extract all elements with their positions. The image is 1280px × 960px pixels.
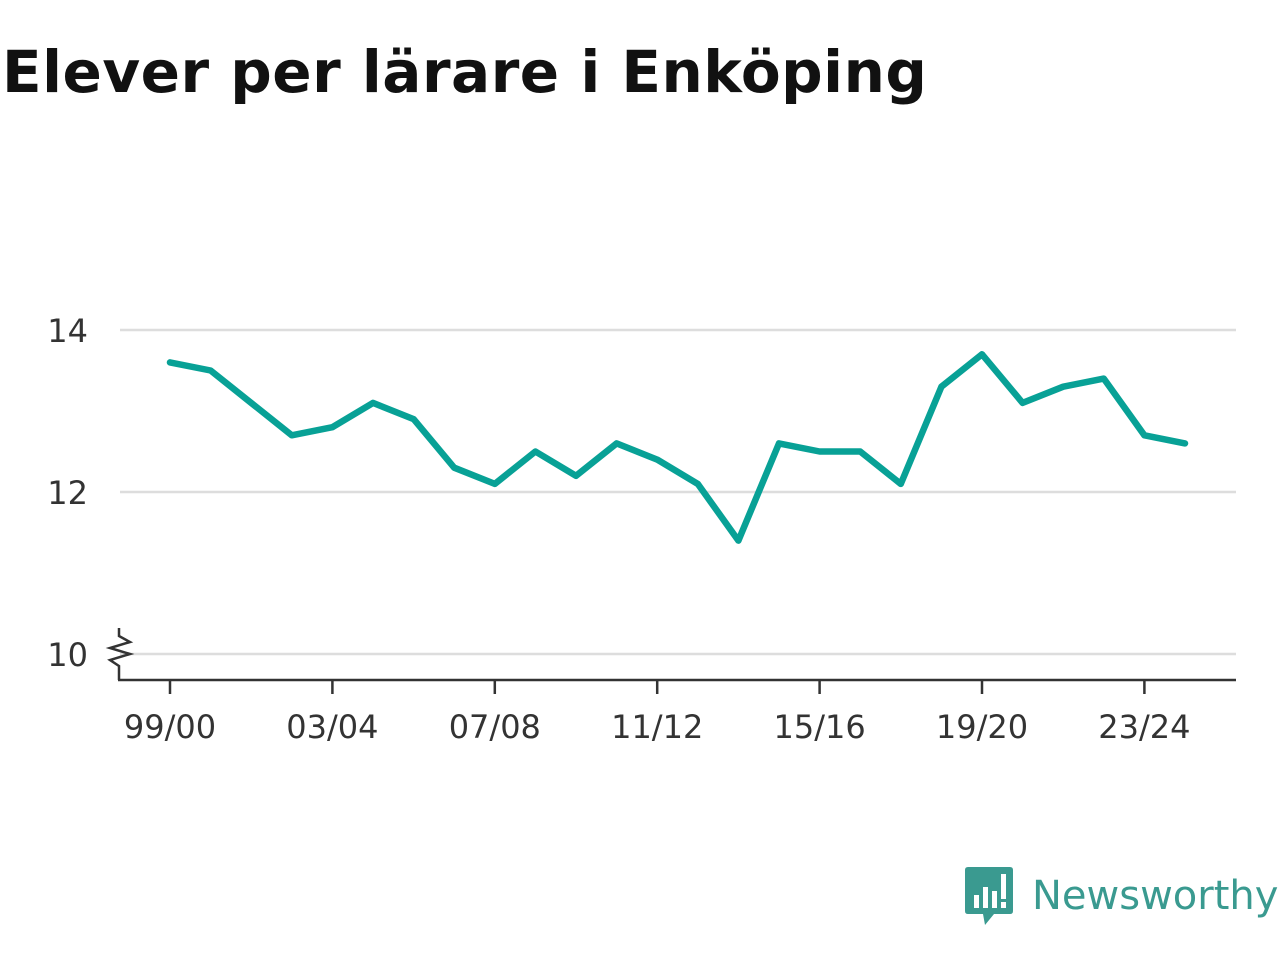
data-point-02-03 — [288, 432, 295, 439]
y-tick-label-14: 14 — [47, 312, 88, 350]
data-point-08-09 — [532, 448, 539, 455]
x-tick-label-19-20: 19/20 — [936, 708, 1028, 746]
data-point-18-19 — [938, 383, 945, 390]
x-tick-label-07-08: 07/08 — [449, 708, 541, 746]
series-layer — [166, 351, 1189, 544]
data-point-14-15 — [776, 440, 782, 447]
y-tick-label-10: 10 — [47, 636, 88, 674]
data-point-16-17 — [857, 448, 864, 455]
data-point-13-14 — [735, 537, 742, 544]
x-tick-label-15-16: 15/16 — [773, 708, 865, 746]
x-tick-label-11-12: 11/12 — [611, 708, 703, 746]
y-axis-break — [105, 628, 135, 680]
data-point-12-13 — [694, 480, 701, 487]
data-point-99-00 — [167, 359, 173, 366]
x-axis: 99/00 03/04 07/08 11/12 15/16 19/20 23/24 — [105, 628, 1236, 746]
x-tick-label-03-04: 03/04 — [286, 708, 378, 746]
data-point-09-10 — [573, 472, 579, 479]
series-line-0 — [166, 351, 1189, 544]
data-point-20-21 — [1019, 399, 1026, 406]
data-point-15-16 — [816, 448, 823, 455]
data-point-05-06 — [410, 416, 417, 423]
y-axis-tick-labels: 10 12 14 — [47, 312, 88, 674]
grid-lines — [120, 328, 1236, 656]
x-tick-label-99-00: 99/00 — [124, 708, 216, 746]
brand-name: Newsworthy — [1032, 873, 1279, 919]
data-point-07-08 — [491, 480, 498, 487]
data-point-10-11 — [613, 440, 620, 447]
data-point-01-02 — [248, 399, 255, 406]
data-point-21-22 — [1060, 383, 1067, 390]
data-point-23-24 — [1141, 432, 1148, 439]
data-point-04-05 — [370, 399, 376, 406]
data-point-17-18 — [897, 480, 904, 487]
x-tick-label-23-24: 23/24 — [1098, 708, 1190, 746]
data-point-03-04 — [329, 424, 336, 431]
data-point-22-23 — [1100, 375, 1107, 382]
data-point-19-20 — [979, 351, 985, 358]
y-tick-label-12: 12 — [47, 474, 88, 512]
newsworthy-logo: Newsworthy — [964, 864, 1278, 928]
chart-title: Elever per lärare i Enköping — [2, 38, 928, 106]
bar-chart-speech-bubble-icon — [965, 867, 1013, 925]
data-point-00-01 — [207, 367, 214, 374]
data-point-24-25 — [1182, 440, 1188, 447]
data-point-11-12 — [654, 456, 661, 463]
data-point-06-07 — [451, 464, 458, 471]
